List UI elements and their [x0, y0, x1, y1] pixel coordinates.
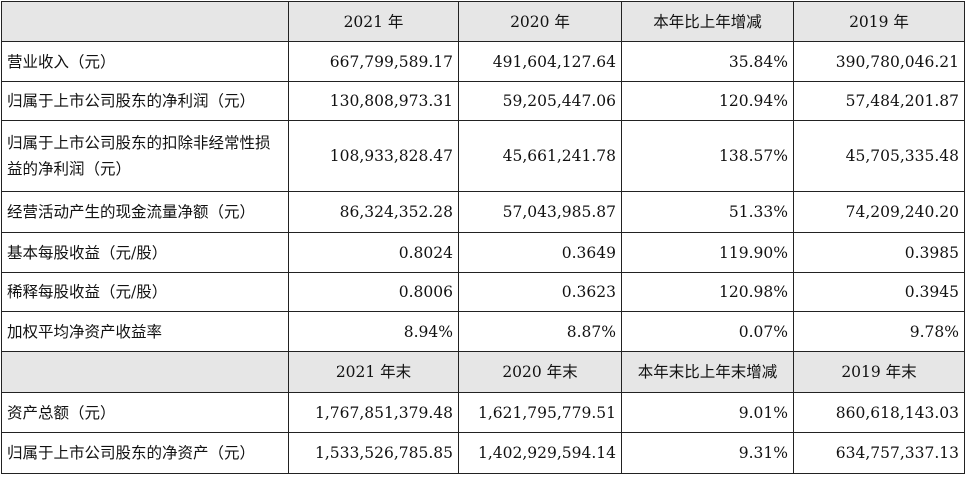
value-2019: 45,705,335.48 [793, 120, 965, 192]
value-2020: 0.3649 [458, 232, 622, 273]
value-2020: 1,621,795,779.51 [458, 392, 622, 433]
value-2020: 1,402,929,594.14 [458, 432, 622, 474]
value-change: 51.33% [621, 191, 794, 233]
value-change: 119.90% [621, 232, 794, 273]
value-2021: 8.94% [288, 311, 459, 352]
header-2019: 2019 年 [793, 1, 965, 42]
table-row-diluted-eps: 稀释每股收益（元/股） 0.8006 0.3623 120.98% 0.3945 [1, 272, 965, 312]
value-2020: 57,043,985.87 [458, 191, 622, 233]
value-2019: 390,780,046.21 [793, 41, 965, 82]
value-change: 138.57% [621, 120, 794, 192]
row-label: 基本每股收益（元/股） [1, 232, 289, 273]
value-2021: 667,799,589.17 [288, 41, 459, 82]
value-2019: 74,209,240.20 [793, 191, 965, 233]
financial-data-table: 2021 年 2020 年 本年比上年增减 2019 年 营业收入（元） 667… [1, 1, 965, 474]
value-2019: 0.3945 [793, 272, 965, 312]
header-change: 本年比上年增减 [621, 1, 794, 42]
row-label: 归属于上市公司股东的净资产（元） [1, 432, 289, 474]
value-2020: 45,661,241.78 [458, 120, 622, 192]
header-blank-cell [1, 351, 289, 393]
value-2020: 59,205,447.06 [458, 81, 622, 121]
value-2019: 634,757,337.13 [793, 432, 965, 474]
value-2021: 130,808,973.31 [288, 81, 459, 121]
value-change: 9.01% [621, 392, 794, 433]
row-label: 资产总额（元） [1, 392, 289, 433]
header-2020: 2020 年 [458, 1, 622, 42]
value-2021: 108,933,828.47 [288, 120, 459, 192]
header-blank-cell [1, 1, 289, 42]
value-2019: 860,618,143.03 [793, 392, 965, 433]
value-2019: 57,484,201.87 [793, 81, 965, 121]
row-label: 稀释每股收益（元/股） [1, 272, 289, 312]
table-row-operating-cash-flow: 经营活动产生的现金流量净额（元） 86,324,352.28 57,043,98… [1, 191, 965, 233]
value-change: 120.94% [621, 81, 794, 121]
value-change: 0.07% [621, 311, 794, 352]
table-row-total-assets: 资产总额（元） 1,767,851,379.48 1,621,795,779.5… [1, 392, 965, 433]
header-2020-end: 2020 年末 [458, 351, 622, 393]
value-2019: 9.78% [793, 311, 965, 352]
value-2021: 86,324,352.28 [288, 191, 459, 233]
value-2020: 491,604,127.64 [458, 41, 622, 82]
row-label: 营业收入（元） [1, 41, 289, 82]
table-row-revenue: 营业收入（元） 667,799,589.17 491,604,127.64 35… [1, 41, 965, 82]
value-change: 120.98% [621, 272, 794, 312]
row-label: 归属于上市公司股东的扣除非经常性损益的净利润（元） [1, 120, 289, 192]
row-label: 归属于上市公司股东的净利润（元） [1, 81, 289, 121]
row-label: 加权平均净资产收益率 [1, 311, 289, 352]
header-2019-end: 2019 年末 [793, 351, 965, 393]
value-2020: 0.3623 [458, 272, 622, 312]
header-row-annual: 2021 年 2020 年 本年比上年增减 2019 年 [1, 1, 965, 42]
value-2019: 0.3985 [793, 232, 965, 273]
value-2021: 1,533,526,785.85 [288, 432, 459, 474]
value-2021: 1,767,851,379.48 [288, 392, 459, 433]
value-2020: 8.87% [458, 311, 622, 352]
table-row-net-assets: 归属于上市公司股东的净资产（元） 1,533,526,785.85 1,402,… [1, 432, 965, 474]
value-2021: 0.8024 [288, 232, 459, 273]
value-change: 9.31% [621, 432, 794, 474]
row-label: 经营活动产生的现金流量净额（元） [1, 191, 289, 233]
header-row-year-end: 2021 年末 2020 年末 本年末比上年末增减 2019 年末 [1, 351, 965, 393]
table-row-roe: 加权平均净资产收益率 8.94% 8.87% 0.07% 9.78% [1, 311, 965, 352]
header-change-end: 本年末比上年末增减 [621, 351, 794, 393]
value-2021: 0.8006 [288, 272, 459, 312]
value-change: 35.84% [621, 41, 794, 82]
header-2021: 2021 年 [288, 1, 459, 42]
table-row-net-profit-deducted: 归属于上市公司股东的扣除非经常性损益的净利润（元） 108,933,828.47… [1, 120, 965, 192]
table-row-basic-eps: 基本每股收益（元/股） 0.8024 0.3649 119.90% 0.3985 [1, 232, 965, 273]
header-2021-end: 2021 年末 [288, 351, 459, 393]
table-row-net-profit: 归属于上市公司股东的净利润（元） 130,808,973.31 59,205,4… [1, 81, 965, 121]
